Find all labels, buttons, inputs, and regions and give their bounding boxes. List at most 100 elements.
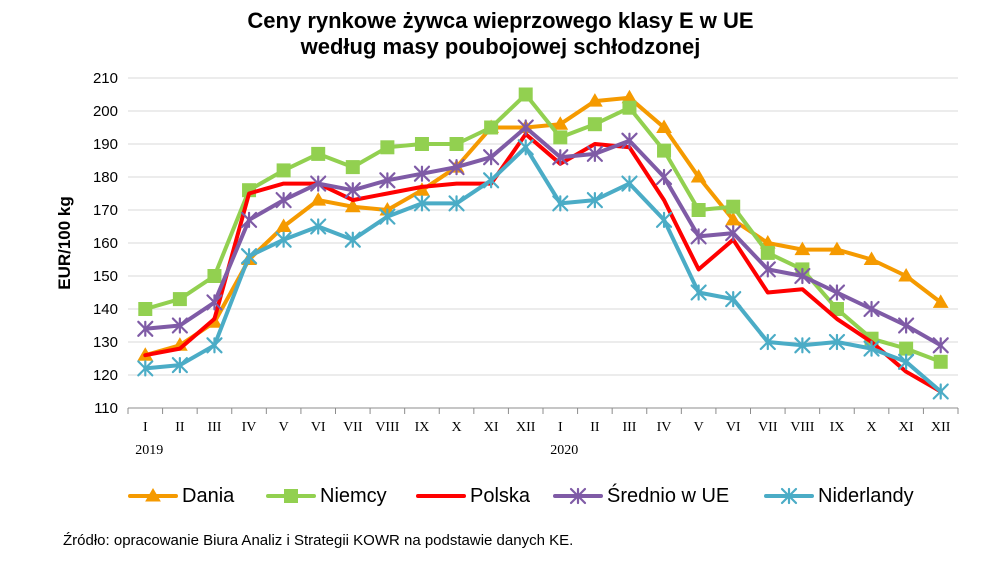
y-tick-label: 130 (93, 334, 118, 351)
x-tick-label: XI (899, 420, 914, 435)
legend-label: Niderlandy (818, 484, 914, 507)
data-point-niemcy (553, 130, 568, 145)
legend-swatch (553, 487, 603, 505)
data-point-dania (794, 241, 811, 256)
x-tick-label: VI (311, 420, 326, 435)
data-point-średnio-w-ue (794, 267, 811, 285)
data-point-niemcy (933, 354, 948, 369)
legend-label: Polska (470, 484, 531, 507)
data-point-niderlandy (898, 353, 915, 370)
data-point-niemcy (345, 160, 360, 175)
legend-swatch (416, 494, 466, 498)
data-point-średnio-w-ue (413, 165, 431, 182)
data-point-niemcy (587, 117, 602, 132)
data-point-niderlandy (725, 291, 742, 308)
chart-title-line2: według masy poubojowej schłodzonej (300, 34, 701, 59)
y-tick-label: 120 (93, 367, 118, 384)
x-tick-label: IX (830, 420, 845, 435)
y-tick-label: 210 (93, 70, 118, 87)
x-tick-label: II (590, 420, 600, 435)
data-point-niemcy (276, 163, 291, 178)
data-point-niemcy (760, 245, 775, 260)
legend-marker (145, 488, 161, 502)
data-point-dania (725, 211, 742, 226)
x-tick-label: XI (484, 420, 499, 435)
legend-marker (284, 489, 298, 503)
data-point-niderlandy (932, 383, 949, 400)
legend-item-polska: Polska (416, 481, 530, 511)
data-point-niderlandy (655, 211, 673, 228)
data-point-niderlandy (310, 218, 327, 235)
legend-label: Dania (182, 484, 235, 507)
data-point-średnio-w-ue (137, 320, 154, 337)
data-point-średnio-w-ue (690, 228, 707, 245)
x-tick-label: VI (726, 420, 741, 435)
data-point-dania (863, 251, 880, 265)
legend-swatch (128, 488, 178, 502)
data-point-niderlandy (206, 337, 223, 354)
legend-label: Średnio w UE (607, 484, 730, 507)
data-point-dania (310, 192, 327, 206)
data-point-niderlandy (344, 231, 361, 248)
data-point-niderlandy (759, 333, 776, 351)
legend-swatch (266, 489, 316, 503)
data-point-średnio-w-ue (448, 159, 465, 176)
data-point-niemcy (829, 302, 844, 316)
data-point-średnio-w-ue (517, 119, 534, 136)
data-point-niemcy (311, 146, 326, 161)
data-point-dania (552, 116, 569, 130)
x-tick-label: V (279, 420, 289, 435)
y-tick-label: 190 (93, 136, 118, 153)
data-point-niemcy (414, 137, 429, 151)
y-tick-label: 140 (93, 301, 118, 318)
data-point-średnio-w-ue (725, 225, 742, 242)
data-point-niemcy (380, 140, 395, 155)
data-point-dania (587, 93, 603, 107)
series-line-dania (143, 95, 943, 358)
legend-item-niderlandy: Niderlandy (764, 481, 914, 511)
x-tick-label: X (866, 420, 876, 435)
legend-label: Niemcy (320, 484, 387, 507)
data-point-dania (932, 294, 949, 308)
x-tick-label: VIII (790, 420, 814, 435)
data-point-niemcy (138, 302, 153, 316)
data-point-średnio-w-ue (621, 132, 638, 149)
data-point-niderlandy (448, 195, 465, 212)
data-point-niemcy (449, 137, 464, 151)
y-tick-label: 160 (93, 235, 118, 252)
data-point-średnio-w-ue (171, 317, 188, 334)
chart-legend: Dania Niemcy Polska Średnio w UE Niderlandy (0, 481, 1001, 511)
series-line-polska (143, 132, 943, 394)
data-point-niderlandy (275, 231, 292, 248)
legend-marker (780, 487, 798, 505)
legend-item-średnio-w-ue: Średnio w UE (553, 481, 729, 511)
data-point-niderlandy (240, 248, 258, 265)
x-tick-label: II (175, 420, 185, 435)
data-point-niemcy (622, 100, 637, 115)
x-tick-label: IV (242, 420, 257, 435)
x-tick-label: I (143, 420, 148, 435)
year-label: 2019 (135, 443, 163, 458)
data-point-niemcy (691, 203, 706, 217)
data-point-niderlandy (621, 175, 638, 192)
x-tick-label: IV (657, 420, 672, 435)
data-point-dania (690, 169, 707, 183)
data-point-dania (829, 241, 845, 256)
year-label: 2020 (550, 443, 578, 458)
x-tick-label: III (207, 420, 221, 435)
data-point-niemcy (207, 269, 222, 283)
data-point-dania (344, 198, 361, 213)
data-point-średnio-w-ue (483, 149, 500, 166)
data-point-średnio-w-ue (759, 261, 776, 278)
x-tick-label: VIII (375, 420, 399, 435)
data-point-niderlandy (828, 333, 846, 351)
y-axis-label: EUR/100 kg (55, 196, 74, 290)
data-point-średnio-w-ue (552, 149, 569, 166)
data-point-niderlandy (483, 172, 500, 189)
x-tick-label: VII (343, 420, 363, 435)
data-point-niderlandy (171, 357, 188, 374)
data-point-niemcy (726, 199, 741, 214)
data-point-średnio-w-ue (206, 294, 223, 311)
x-tick-label: XII (516, 420, 536, 435)
